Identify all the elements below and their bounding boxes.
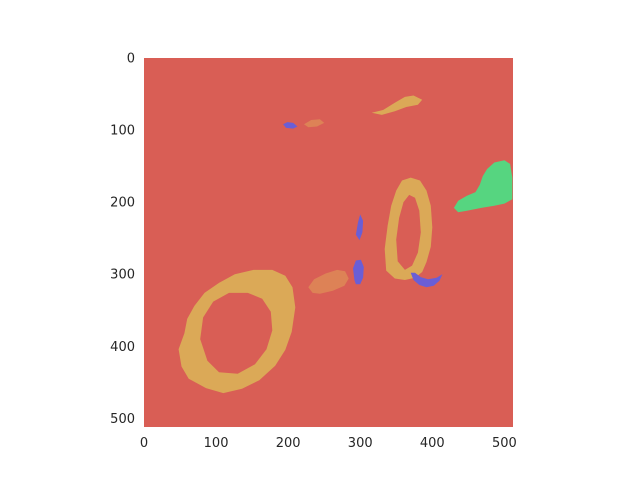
y-tick-label: 400 (110, 340, 135, 355)
plot-area (144, 58, 513, 427)
y-tick-label: 500 (110, 412, 135, 427)
x-tick-label: 100 (204, 436, 229, 451)
mid-patch (308, 269, 349, 294)
x-tick-label: 200 (276, 436, 301, 451)
x-tick-label: 300 (348, 436, 373, 451)
loop-hole (200, 292, 273, 374)
y-tick-label: 300 (110, 268, 135, 283)
y-tick-label: 200 (110, 196, 135, 211)
x-tick-label: 500 (492, 436, 517, 451)
blue-left-blob (353, 259, 364, 285)
x-tick-label: 400 (420, 436, 445, 451)
blue-bottom (410, 272, 443, 288)
y-axis: 0 100 200 300 400 500 (110, 52, 135, 427)
x-tick-label: 0 (140, 436, 148, 451)
top-speck (304, 119, 325, 128)
top-wisp (371, 95, 423, 115)
blue-top (283, 122, 298, 129)
blue-streak (355, 214, 364, 241)
y-tick-label: 0 (127, 52, 135, 67)
green-region (453, 160, 513, 213)
y-tick-label: 100 (110, 124, 135, 139)
right-loop-hole (396, 194, 421, 270)
x-axis: 0 100 200 300 400 500 (140, 436, 517, 451)
